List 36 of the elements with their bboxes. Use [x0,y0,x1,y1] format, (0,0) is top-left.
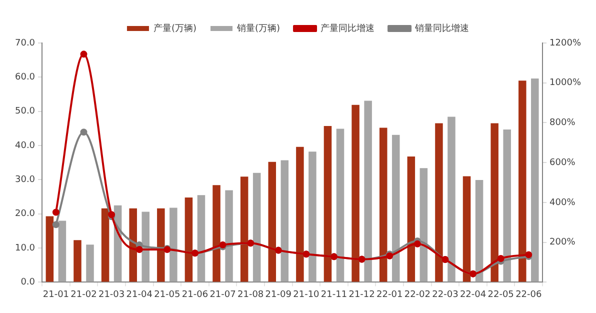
y-tick-label: 30.0 [14,175,36,186]
y2-tick-label: 800% [550,118,576,128]
x-tick-label: 21-09 [265,290,292,300]
legend-label: 销量同比增速 [414,22,470,34]
x-tick-label: 22-06 [516,290,542,300]
x-tick-label: 21-08 [238,290,264,300]
x-tick-label: 21-12 [348,290,375,300]
x-tick-label: 21-07 [210,290,236,300]
y-tick-label: 40.0 [14,140,36,151]
x-tick-label: 21-10 [293,290,320,300]
x-tick-label: 21-03 [98,290,125,300]
x-tick-label: 21-06 [182,290,208,300]
x-tick-label: 22-01 [376,290,403,300]
y2-tick-label: 1200% [550,38,582,48]
x-tick-label: 21-05 [154,290,180,300]
y-tick-label: 50.0 [14,106,36,117]
x-tick-label: 21-04 [126,290,153,300]
y2-tick-label: 600% [550,158,576,168]
legend-label: 销量(万辆) [236,22,280,34]
y-tick-label: 70.0 [14,38,36,48]
x-tick-label: 22-03 [432,290,458,300]
y2-tick-label: 400% [550,198,576,208]
legend-label: 产量同比增速 [320,22,375,34]
x-tick-label: 21-01 [42,290,70,300]
y2-tick-label: 1000% [550,78,582,88]
x-tick-label: 21-02 [70,290,97,300]
y-tick-label: 60.0 [14,72,36,83]
y2-tick-label: 200% [550,238,576,248]
x-tick-label: 21-11 [320,290,348,300]
y-tick-label: 0.0 [20,278,36,288]
y-tick-label: 20.0 [14,209,36,220]
x-tick-label: 22-04 [460,290,486,300]
x-tick-label: 22-02 [404,290,430,300]
y-tick-label: 10.0 [14,243,36,254]
x-tick-label: 22-05 [488,290,514,300]
legend-label: 产量(万辆) [153,22,197,34]
